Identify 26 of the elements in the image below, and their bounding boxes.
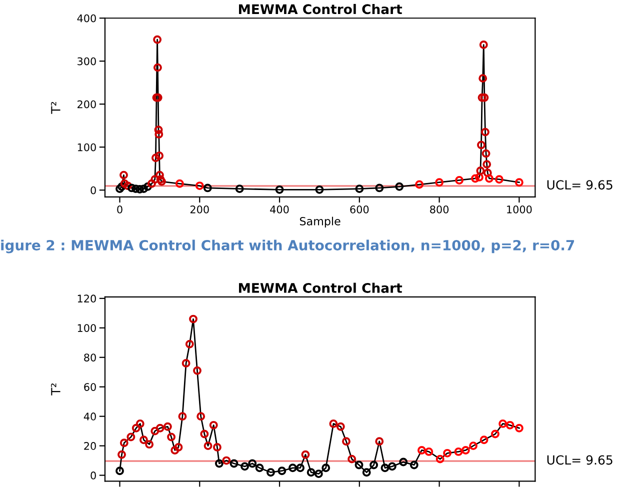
y-tick-label: 400 (77, 14, 96, 22)
y-tick-label: 120 (78, 294, 96, 303)
y-axis-title: T² (50, 384, 60, 396)
y-tick-label: 60 (84, 383, 96, 391)
y-tick-label: 80 (84, 354, 96, 362)
y-tick-label: 0 (90, 186, 96, 194)
y-axis-title: T² (50, 102, 60, 114)
ref-line-label: UCL= 9.65 (547, 180, 612, 190)
ref-line-label: UCL= 9.65 (547, 455, 612, 465)
y-tick-label: 20 (84, 442, 96, 450)
x-tick-label: 200 (190, 205, 209, 214)
y-tick-label: 100 (78, 324, 96, 332)
x-axis-title: Sample (300, 216, 340, 228)
chart-title: MEWMA Control Chart (239, 4, 402, 14)
y-tick-label: 100 (78, 143, 96, 152)
x-tick-label: 1000 (507, 205, 532, 214)
text: igure 2 : MEWMA Control Chart with Autocorrelation, n=1000, p=2, r=0.7 (1, 240, 574, 254)
y-tick-label: 40 (84, 412, 96, 420)
y-tick-label: 300 (78, 57, 96, 66)
chart-title: MEWMA Control Chart (239, 282, 402, 293)
y-tick-label: 200 (78, 100, 96, 108)
x-tick-label: 0 (117, 205, 122, 214)
y-tick-label: 0 (90, 472, 96, 480)
x-tick-label: 800 (430, 205, 449, 214)
x-tick-label: 600 (350, 205, 369, 214)
x-tick-label: 400 (270, 205, 289, 214)
